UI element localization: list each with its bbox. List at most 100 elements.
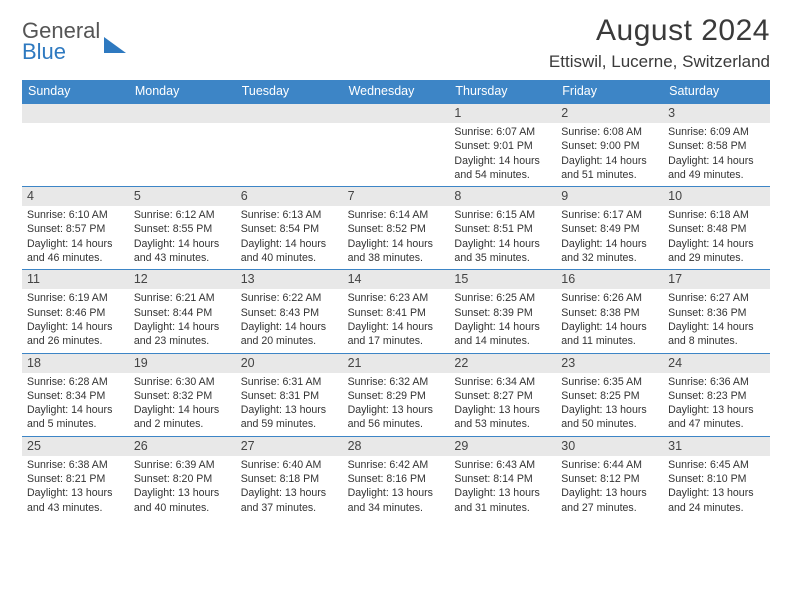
weekday-saturday: Saturday [663,80,770,103]
daylight-line: Daylight: 13 hours and 31 minutes. [454,486,551,515]
sunset-line: Sunset: 8:32 PM [134,389,231,403]
day-cell: Sunrise: 6:17 AMSunset: 8:49 PMDaylight:… [556,206,663,269]
sunrise-line: Sunrise: 6:35 AM [561,375,658,389]
sunrise-line: Sunrise: 6:34 AM [454,375,551,389]
weekday-friday: Friday [556,80,663,103]
day-number: 14 [343,270,450,289]
day-number: 8 [449,187,556,206]
daylight-line: Daylight: 14 hours and 35 minutes. [454,237,551,266]
day-cell: Sunrise: 6:43 AMSunset: 8:14 PMDaylight:… [449,456,556,519]
day-number: 19 [129,354,236,373]
day-number [22,104,129,123]
calendar: SundayMondayTuesdayWednesdayThursdayFrid… [22,80,770,519]
daylight-line: Daylight: 13 hours and 59 minutes. [241,403,338,432]
sunset-line: Sunset: 8:48 PM [668,222,765,236]
sunset-line: Sunset: 8:49 PM [561,222,658,236]
sunset-line: Sunset: 8:44 PM [134,306,231,320]
daylight-line: Daylight: 14 hours and 20 minutes. [241,320,338,349]
sunset-line: Sunset: 8:38 PM [561,306,658,320]
weekday-tuesday: Tuesday [236,80,343,103]
day-cell: Sunrise: 6:36 AMSunset: 8:23 PMDaylight:… [663,373,770,436]
sunset-line: Sunset: 8:51 PM [454,222,551,236]
daylight-line: Daylight: 14 hours and 51 minutes. [561,154,658,183]
sunrise-line: Sunrise: 6:18 AM [668,208,765,222]
sunrise-line: Sunrise: 6:36 AM [668,375,765,389]
sunset-line: Sunset: 8:18 PM [241,472,338,486]
daylight-line: Daylight: 13 hours and 34 minutes. [348,486,445,515]
sunset-line: Sunset: 8:34 PM [27,389,124,403]
daylight-line: Daylight: 13 hours and 53 minutes. [454,403,551,432]
sunset-line: Sunset: 8:57 PM [27,222,124,236]
sunset-line: Sunset: 8:12 PM [561,472,658,486]
sunset-line: Sunset: 8:29 PM [348,389,445,403]
sunrise-line: Sunrise: 6:12 AM [134,208,231,222]
daylight-line: Daylight: 14 hours and 2 minutes. [134,403,231,432]
sunset-line: Sunset: 8:31 PM [241,389,338,403]
weekday-thursday: Thursday [449,80,556,103]
day-number: 9 [556,187,663,206]
sunset-line: Sunset: 8:54 PM [241,222,338,236]
day-number [236,104,343,123]
sunrise-line: Sunrise: 6:22 AM [241,291,338,305]
daylight-line: Daylight: 13 hours and 56 minutes. [348,403,445,432]
day-number: 27 [236,437,343,456]
day-number: 20 [236,354,343,373]
day-number: 17 [663,270,770,289]
day-cell: Sunrise: 6:12 AMSunset: 8:55 PMDaylight:… [129,206,236,269]
daylight-line: Daylight: 14 hours and 54 minutes. [454,154,551,183]
sunrise-line: Sunrise: 6:15 AM [454,208,551,222]
sunrise-line: Sunrise: 6:40 AM [241,458,338,472]
sunrise-line: Sunrise: 6:13 AM [241,208,338,222]
sunrise-line: Sunrise: 6:30 AM [134,375,231,389]
sunset-line: Sunset: 8:52 PM [348,222,445,236]
day-number: 12 [129,270,236,289]
day-number: 4 [22,187,129,206]
sunrise-line: Sunrise: 6:42 AM [348,458,445,472]
day-cell [236,123,343,186]
daylight-line: Daylight: 14 hours and 32 minutes. [561,237,658,266]
sunrise-line: Sunrise: 6:44 AM [561,458,658,472]
daylight-line: Daylight: 14 hours and 49 minutes. [668,154,765,183]
day-cell: Sunrise: 6:42 AMSunset: 8:16 PMDaylight:… [343,456,450,519]
day-number: 31 [663,437,770,456]
sunset-line: Sunset: 8:36 PM [668,306,765,320]
sunset-line: Sunset: 8:27 PM [454,389,551,403]
daylight-line: Daylight: 14 hours and 11 minutes. [561,320,658,349]
day-number: 26 [129,437,236,456]
day-cell: Sunrise: 6:15 AMSunset: 8:51 PMDaylight:… [449,206,556,269]
day-number [343,104,450,123]
day-cell: Sunrise: 6:39 AMSunset: 8:20 PMDaylight:… [129,456,236,519]
week-content-row: Sunrise: 6:38 AMSunset: 8:21 PMDaylight:… [22,456,770,519]
day-number: 15 [449,270,556,289]
header: General Blue August 2024 Ettiswil, Lucer… [22,14,770,72]
week-content-row: Sunrise: 6:10 AMSunset: 8:57 PMDaylight:… [22,206,770,269]
day-number: 24 [663,354,770,373]
sunrise-line: Sunrise: 6:10 AM [27,208,124,222]
week-content-row: Sunrise: 6:07 AMSunset: 9:01 PMDaylight:… [22,123,770,186]
weekday-monday: Monday [129,80,236,103]
sunset-line: Sunset: 8:39 PM [454,306,551,320]
daylight-line: Daylight: 14 hours and 46 minutes. [27,237,124,266]
daylight-line: Daylight: 13 hours and 37 minutes. [241,486,338,515]
sunset-line: Sunset: 8:25 PM [561,389,658,403]
day-cell: Sunrise: 6:13 AMSunset: 8:54 PMDaylight:… [236,206,343,269]
week-daynum-row: 123 [22,103,770,123]
day-number: 10 [663,187,770,206]
day-number: 2 [556,104,663,123]
weekday-wednesday: Wednesday [343,80,450,103]
daylight-line: Daylight: 13 hours and 50 minutes. [561,403,658,432]
sunrise-line: Sunrise: 6:07 AM [454,125,551,139]
week-daynum-row: 45678910 [22,186,770,206]
sunrise-line: Sunrise: 6:39 AM [134,458,231,472]
day-cell: Sunrise: 6:10 AMSunset: 8:57 PMDaylight:… [22,206,129,269]
day-cell: Sunrise: 6:34 AMSunset: 8:27 PMDaylight:… [449,373,556,436]
daylight-line: Daylight: 14 hours and 14 minutes. [454,320,551,349]
sunset-line: Sunset: 8:21 PM [27,472,124,486]
logo-text-blue: Blue [22,41,100,63]
day-cell: Sunrise: 6:08 AMSunset: 9:00 PMDaylight:… [556,123,663,186]
logo-sail-icon [104,37,126,53]
day-number: 7 [343,187,450,206]
daylight-line: Daylight: 14 hours and 38 minutes. [348,237,445,266]
sunrise-line: Sunrise: 6:28 AM [27,375,124,389]
daylight-line: Daylight: 13 hours and 47 minutes. [668,403,765,432]
